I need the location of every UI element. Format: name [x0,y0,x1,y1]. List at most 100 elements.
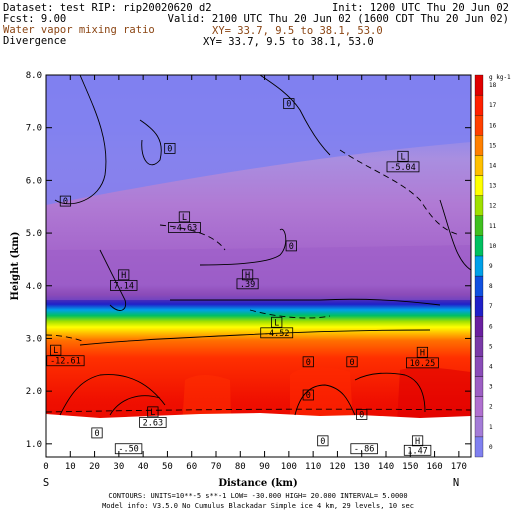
right-endpoint-label: N [453,477,459,489]
annotation-label: -4.63 [172,223,198,233]
colorbar-swatch [474,255,484,277]
colorbar-swatch [474,316,484,337]
colorbar-unit: g kg-1 [489,74,511,81]
annotation-box [302,356,314,368]
annotation-label: -12.61 [50,357,81,367]
annotation-box [139,416,167,428]
y-axis: 1.0 2.0 3.0 4.0 5.0 6.0 7.0 8.0 [26,71,471,450]
annotation-box [403,444,432,456]
annotation-label: 7.14 [113,281,133,291]
annotation-box [356,409,368,420]
mid-layer-shading [46,245,471,300]
annotation-label: 0 [94,429,99,439]
annotation-label: 0 [167,144,172,154]
x-tick-label: 10 [65,462,76,472]
contour-line [339,149,461,236]
annotation-box [285,240,297,252]
y-tick-label: 2.0 [26,387,42,397]
annotation-box [91,427,103,439]
colorbar-swatch [474,436,484,458]
annotation-box [271,316,283,328]
annotation-label: 2.63 [143,418,163,428]
contour-line [99,249,127,311]
colorbar-label: 6 [489,323,493,330]
x-tick-label: 80 [235,462,246,472]
colorbar-swatch [474,74,484,96]
y-tick-label: 3.0 [26,334,42,344]
annotation-label: 0 [63,197,68,207]
x-tick-label: 140 [378,462,394,472]
annotation-label: L [150,408,155,418]
annotation-label: L [182,213,187,223]
y-tick-label: 1.0 [26,440,42,450]
x-tick-label: 170 [451,462,467,472]
annotation-label: L [400,152,405,162]
annotation-box [350,443,378,455]
contour-line [199,228,287,266]
colorbar-label: 1 [489,424,493,431]
annotation-box [406,357,439,369]
valid-time: Valid: 2100 UTC Thu 20 Jun 02 (1600 CDT … [168,13,509,25]
y-tick-label: 7.0 [26,124,42,134]
contour-line [354,372,426,413]
annotation-label: -5.04 [390,163,416,173]
annotation-box [236,278,259,290]
colorbar-swatch [474,376,484,397]
annotation-box [386,161,420,173]
colorbar-label: 2 [489,404,493,411]
colorbar-swatch [474,115,484,136]
annotation-box [302,389,314,401]
x-tick-label: 100 [281,462,297,472]
x-tick-label: 60 [186,462,197,472]
shaded-field [46,75,471,457]
annotation-box [411,435,424,447]
annotation-box [397,150,409,162]
y-tick-label: 8.0 [26,71,42,81]
annotation-label: 0 [306,358,311,368]
annotation-label: -.86 [354,445,374,455]
annotation-box [260,327,294,339]
x-tick-label: 90 [259,462,270,472]
colorbar-swatch [474,215,484,236]
x-tick-label: 0 [43,462,48,472]
annotation-box [241,269,254,281]
field2-name: Divergence [3,35,66,47]
colorbar-label: 9 [489,263,493,270]
y-tick-label: 4.0 [26,282,42,292]
header: Dataset: test RIP: rip20020620 d2 Init: … [3,2,509,48]
x-tick-label: 130 [354,462,370,472]
contour-line [46,408,471,413]
contour-line [109,395,161,416]
annotation-label: 0 [320,437,325,447]
annotation-label: 1.47 [407,446,427,456]
x-tick-label: 150 [402,462,418,472]
colorbar-swatch [474,135,484,156]
annotation-label: 0 [286,100,291,110]
annotation-box [147,406,159,418]
divergence-contours [54,75,471,416]
annotation-box [178,211,191,223]
annotation-label: H [121,271,126,281]
colorbar-label: 13 [489,183,497,190]
y-axis-title: Height (km) [10,232,21,301]
colorbar-swatch [474,155,484,176]
annotation-label: 0 [349,358,354,368]
contour-line [139,119,162,166]
colorbar-label: 5 [489,343,493,350]
annotation-box [46,355,85,367]
annotation-box [283,98,295,110]
field1-name: Water vapor mixing ratio [3,24,155,36]
colorbar-label: 3 [489,384,493,391]
colorbar-swatch [474,336,484,357]
colorbar-label: 4 [489,364,493,371]
x-tick-label: 70 [211,462,222,472]
colorbar-swatch [474,94,484,116]
y-tick-label: 5.0 [26,229,42,239]
annotation-label: L [274,318,279,328]
annotation-box [346,356,358,368]
annotation-box [110,279,138,291]
colorbar-swatch [474,296,484,317]
x-axis-title: Distance (km) [218,478,297,489]
contour-line [159,224,226,251]
